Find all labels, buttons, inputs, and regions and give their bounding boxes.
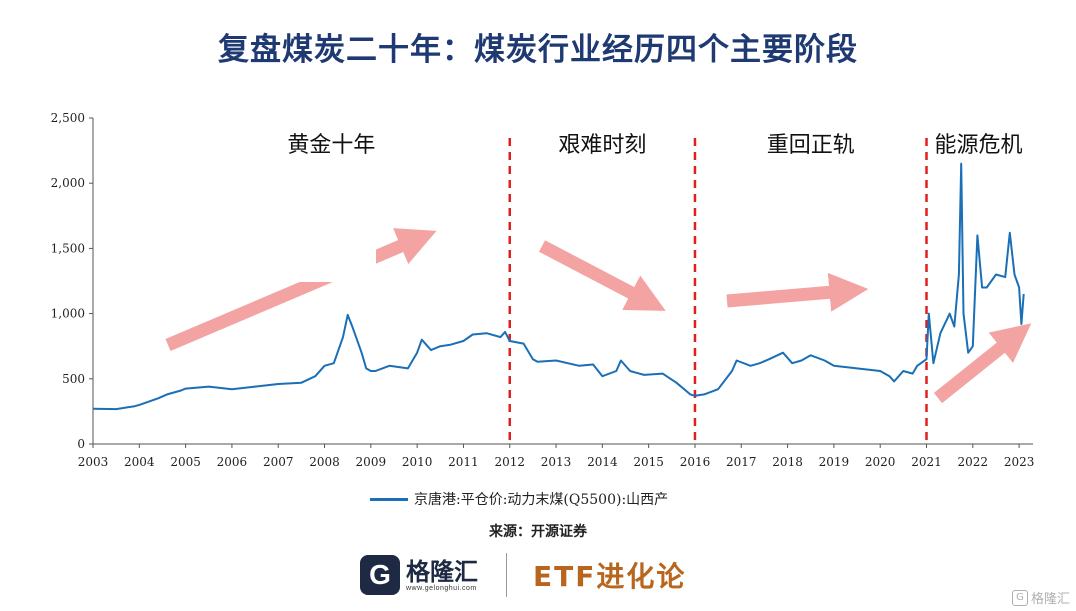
y-tick-label: 1,000 — [51, 307, 85, 321]
x-tick-label: 2014 — [587, 455, 618, 469]
y-tick-label: 0 — [77, 437, 85, 451]
x-tick-label: 2007 — [263, 455, 294, 469]
watermark: G 格隆汇 — [1011, 588, 1070, 607]
trend-arrow-flat — [726, 272, 869, 312]
brand-name: ETF进化论 — [533, 560, 687, 593]
watermark-logo-icon: G — [1011, 589, 1028, 606]
x-tick-label: 2013 — [541, 455, 572, 469]
gelonghui-logo-icon: G — [360, 555, 400, 595]
x-tick-label: 2019 — [819, 455, 850, 469]
x-tick-label: 2017 — [726, 455, 757, 469]
x-tick-label: 2015 — [633, 455, 664, 469]
legend-swatch — [370, 497, 408, 501]
legend: 京唐港:平仓价:动力末煤(Q5500):山西产 — [370, 489, 668, 509]
x-tick-label: 2005 — [170, 455, 201, 469]
source-note: 来源：开源证券 — [489, 524, 587, 540]
phase-label: 艰难时刻 — [558, 133, 646, 158]
x-tick-label: 2010 — [402, 455, 433, 469]
footer-divider — [506, 553, 507, 597]
trend-arrow-up-2 — [933, 323, 1032, 404]
x-tick-label: 2009 — [356, 455, 387, 469]
x-tick-label: 2008 — [309, 455, 340, 469]
x-tick-label: 2012 — [494, 455, 525, 469]
y-tick-label: 500 — [62, 372, 85, 386]
x-tick-label: 2021 — [911, 455, 942, 469]
x-tick-label: 2003 — [78, 455, 109, 469]
phase-label: 黄金十年 — [287, 133, 375, 158]
x-tick-label: 2004 — [124, 455, 155, 469]
phase-label: 能源危机 — [934, 133, 1022, 158]
x-tick-label: 2023 — [1004, 455, 1035, 469]
logo-name: 格隆汇 — [406, 557, 478, 586]
y-tick-label: 2,000 — [51, 176, 85, 190]
series-line — [92, 162, 1025, 411]
watermark-text: 格隆汇 — [1030, 592, 1070, 607]
logo-text: 格隆汇 www.gelonghui.com — [406, 559, 478, 592]
label-mask — [276, 222, 376, 282]
footer-branding: G 格隆汇 www.gelonghui.com ETF进化论 — [360, 545, 686, 605]
x-tick-label: 2022 — [958, 455, 989, 469]
trend-arrow-down — [538, 240, 666, 311]
x-tick-label: 2006 — [217, 455, 248, 469]
page-title: 复盘煤炭二十年：煤炭行业经历四个主要阶段 — [218, 32, 858, 68]
legend-label: 京唐港:平仓价:动力末煤(Q5500):山西产 — [414, 492, 669, 508]
x-tick-label: 2018 — [772, 455, 803, 469]
y-tick-label: 1,500 — [51, 241, 85, 255]
x-tick-label: 2020 — [865, 455, 896, 469]
y-tick-label: 2,500 — [51, 111, 85, 125]
x-tick-label: 2011 — [448, 455, 479, 469]
phase-label: 重回正轨 — [767, 133, 855, 158]
logo-url: www.gelonghui.com — [406, 584, 477, 592]
x-tick-label: 2016 — [680, 455, 711, 469]
